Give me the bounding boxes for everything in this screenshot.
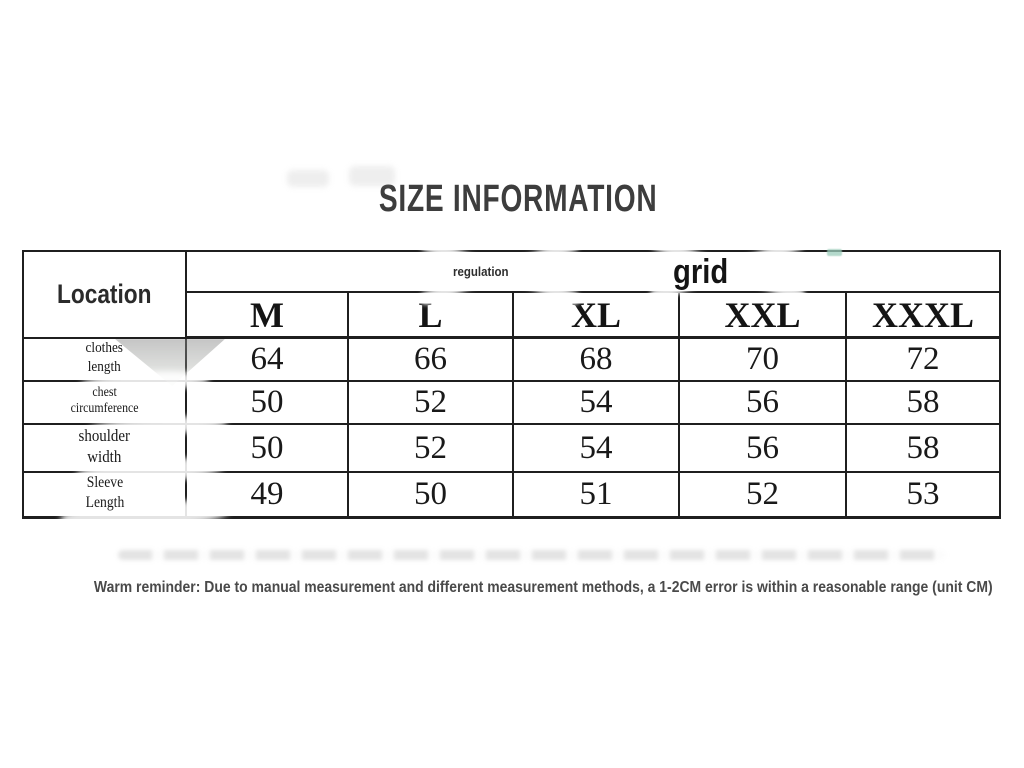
value-cell: 52 [347, 422, 514, 474]
value-cell: 58 [845, 422, 1001, 474]
value-cell: 52 [678, 471, 847, 519]
ghost-text-line-artifact [118, 550, 946, 560]
location-header-label: Location [57, 278, 152, 309]
row-label-cell: Sleeve Length [22, 471, 187, 519]
page-title: SIZE INFORMATION [0, 178, 1024, 221]
table-row-clothes-length: clothes length 64 66 68 70 72 [22, 336, 1001, 382]
value-cell: 49 [185, 471, 349, 519]
value-cell: 54 [512, 422, 680, 474]
value-cell: 50 [347, 471, 514, 519]
table-row-chest-circumference: chest circumference 50 52 54 56 58 [22, 380, 1001, 425]
size-header-cell-xxxl: XXXL [845, 291, 1001, 339]
value-cell: 50 [185, 380, 349, 425]
spec-header-cell: regulation grid [185, 250, 1001, 293]
grid-label: grid [673, 253, 729, 291]
table-row-shoulder-width: shoulder width 50 52 54 56 58 [22, 422, 1001, 474]
warm-reminder-text: Warm reminder: Due to manual measurement… [93, 578, 993, 596]
value-cell: 66 [347, 336, 514, 382]
value-cell: 64 [185, 336, 349, 382]
row-label: shoulder width [78, 426, 131, 467]
warm-reminder-note: Warm reminder: Due to manual measurement… [0, 579, 1024, 597]
size-header-cell-xl: XL [512, 291, 680, 339]
value-cell: 53 [845, 471, 1001, 519]
value-cell: 50 [185, 422, 349, 474]
row-label-cell: shoulder width [22, 422, 187, 474]
size-header-cell-m: M [185, 291, 349, 339]
row-label-cell: clothes length [22, 336, 187, 382]
page-title-text: SIZE INFORMATION [378, 178, 658, 221]
location-header-cell: Location [22, 250, 187, 339]
value-cell: 68 [512, 336, 680, 382]
value-cell: 56 [678, 422, 847, 474]
size-header-cell-xxl: XXL [678, 291, 847, 339]
size-table: Location regulation grid M L XL XXL XXXL… [22, 250, 1001, 519]
row-label-cell: chest circumference [22, 380, 187, 425]
value-cell: 56 [678, 380, 847, 425]
size-header-row: M L XL XXL XXXL [23, 291, 1001, 339]
row-label: Sleeve Length [85, 474, 124, 511]
value-cell: 72 [845, 336, 1001, 382]
row-label: clothes length [85, 339, 124, 375]
row-label: chest circumference [70, 383, 139, 416]
value-cell: 52 [347, 380, 514, 425]
value-cell: 58 [845, 380, 1001, 425]
regulation-label: regulation [453, 265, 509, 279]
size-header-cell-l: L [347, 291, 514, 339]
value-cell: 70 [678, 336, 847, 382]
value-cell: 51 [512, 471, 680, 519]
value-cell: 54 [512, 380, 680, 425]
table-header-row: Location regulation grid [22, 250, 1001, 339]
table-row-sleeve-length: Sleeve Length 49 50 51 52 53 [22, 471, 1001, 519]
